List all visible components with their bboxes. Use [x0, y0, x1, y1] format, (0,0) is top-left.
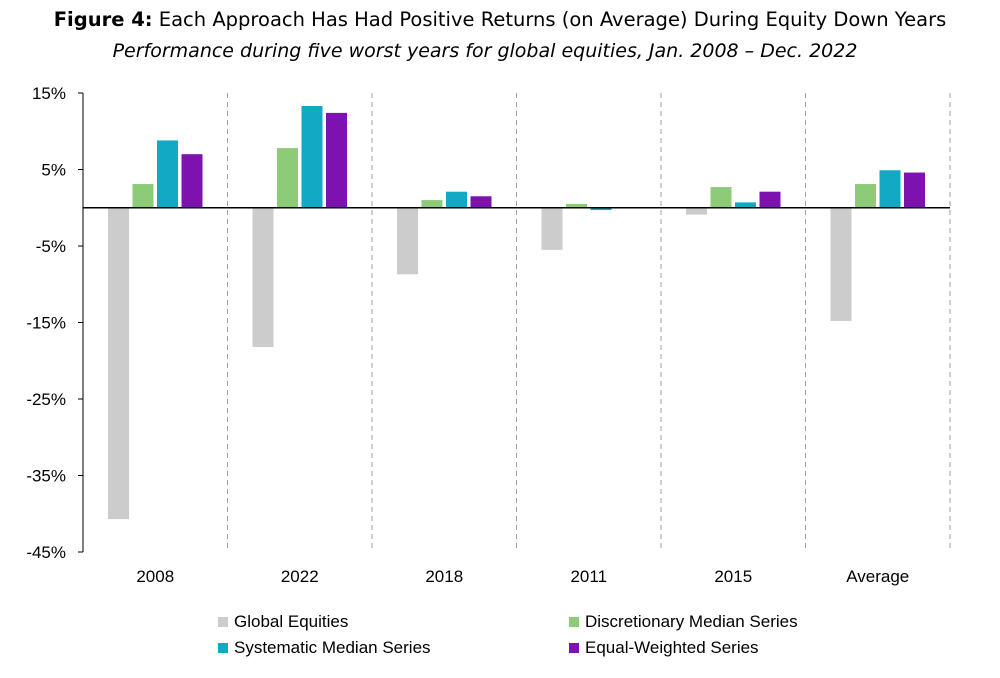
bar-2011-discretionary-median-series	[566, 203, 587, 208]
legend-swatch	[569, 643, 579, 653]
x-tick-label: 2008	[136, 567, 174, 586]
legend-swatch	[218, 643, 228, 653]
legend-item: Systematic Median Series	[218, 638, 431, 658]
bar-average-global-equities	[830, 207, 852, 321]
bar-2008-systematic-median-series	[157, 140, 178, 208]
y-tick-label: -35%	[26, 467, 66, 486]
bar-2018-global-equities	[397, 207, 418, 275]
bar-2008-global-equities	[108, 207, 129, 520]
legend-label: Equal-Weighted Series	[585, 638, 759, 657]
legend-label: Discretionary Median Series	[585, 612, 798, 631]
legend-swatch	[569, 617, 579, 627]
x-tick-label: 2018	[425, 567, 463, 586]
bar-2022-equal-weighted-series	[326, 112, 347, 208]
bar-average-equal-weighted-series	[904, 172, 925, 208]
y-tick-label: -45%	[26, 543, 66, 562]
y-tick-label: -15%	[26, 314, 66, 333]
x-tick-label: 2015	[714, 567, 752, 586]
bar-2011-systematic-median-series	[590, 207, 612, 211]
x-tick-label: 2011	[570, 567, 607, 586]
bar-2011-global-equities	[541, 207, 563, 250]
legend-item: Global Equities	[218, 612, 348, 632]
bar-2015-global-equities	[686, 207, 707, 215]
y-tick-label: -5%	[36, 237, 66, 256]
figure-title: Each Approach Has Had Positive Returns (…	[152, 8, 947, 31]
legend-item: Equal-Weighted Series	[569, 638, 759, 658]
x-tick-label: 2022	[281, 567, 319, 586]
x-tick-label: Average	[846, 567, 909, 586]
bar-2015-systematic-median-series	[735, 202, 756, 208]
bar-2015-equal-weighted-series	[759, 191, 781, 208]
bar-2018-equal-weighted-series	[470, 196, 492, 208]
y-tick-label: 15%	[32, 84, 66, 103]
y-tick-label: 5%	[41, 161, 66, 180]
chart-title: Figure 4: Each Approach Has Had Positive…	[0, 8, 1000, 31]
bar-2008-discretionary-median-series	[132, 184, 154, 208]
legend-item: Discretionary Median Series	[569, 612, 798, 632]
legend-swatch	[218, 617, 228, 627]
legend-label: Systematic Median Series	[234, 638, 431, 657]
bar-2015-discretionary-median-series	[710, 187, 732, 208]
bar-2018-discretionary-median-series	[421, 200, 443, 208]
legend-label: Global Equities	[234, 612, 349, 631]
bar-2018-systematic-median-series	[446, 191, 467, 208]
y-tick-label: -25%	[26, 390, 66, 409]
chart-subtitle: Performance during five worst years for …	[112, 40, 858, 62]
chart-legend: Global Equities Discretionary Median Seri…	[0, 610, 1000, 670]
bar-2008-equal-weighted-series	[181, 154, 203, 208]
figure-label: Figure 4:	[53, 8, 153, 31]
bar-2022-discretionary-median-series	[277, 148, 298, 208]
bar-average-systematic-median-series	[879, 170, 901, 208]
bar-2022-global-equities	[252, 207, 274, 347]
bar-2022-systematic-median-series	[301, 106, 323, 208]
bar-average-discretionary-median-series	[855, 184, 876, 208]
